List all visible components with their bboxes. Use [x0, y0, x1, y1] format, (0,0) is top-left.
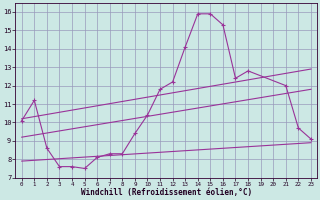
X-axis label: Windchill (Refroidissement éolien,°C): Windchill (Refroidissement éolien,°C)	[81, 188, 252, 197]
